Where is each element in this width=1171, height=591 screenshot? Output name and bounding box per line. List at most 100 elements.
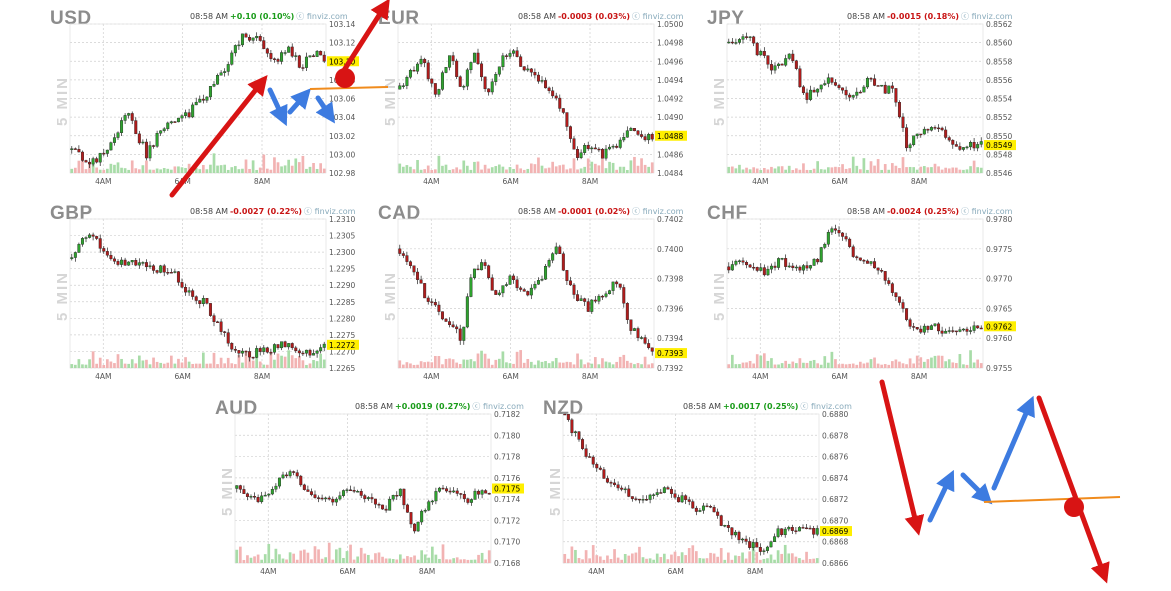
chart-panel-jpy[interactable]: JPY 08:58 AM -0.0015 (0.18%) ⓒ finviz.com 5 … xyxy=(697,0,1049,190)
candle-body xyxy=(677,497,681,503)
volume-bar xyxy=(148,364,152,368)
source-label[interactable]: finviz.com xyxy=(642,207,684,216)
source-label[interactable]: finviz.com xyxy=(306,12,348,21)
volume-bar xyxy=(940,169,944,173)
volume-bar xyxy=(773,559,776,563)
y-tick-label: 1.2295 xyxy=(329,265,355,274)
candle-body xyxy=(791,265,795,268)
volume-bar xyxy=(841,363,844,368)
chart-panel-cad[interactable]: CAD 08:58 AM -0.0001 (0.02%) ⓒ finviz.com 5 … xyxy=(368,195,720,385)
volume-bar xyxy=(533,164,537,173)
candle-body xyxy=(719,515,723,526)
volume-bar xyxy=(608,362,611,368)
candle-body xyxy=(469,277,473,297)
blue-arrow-up xyxy=(927,469,955,523)
candle-body xyxy=(816,258,820,263)
source-label[interactable]: finviz.com xyxy=(314,207,356,216)
volume-bar xyxy=(655,553,659,563)
volume-bar xyxy=(267,543,271,563)
candle-body xyxy=(290,46,294,57)
volume-bar xyxy=(141,360,145,368)
source-label[interactable]: finviz.com xyxy=(482,402,524,411)
candle-body xyxy=(694,507,698,512)
candle-body xyxy=(212,315,216,322)
source-link[interactable]: ⓒ finviz.com xyxy=(800,402,852,411)
chart-panel-aud[interactable]: AUD 08:58 AM +0.0019 (0.27%) ⓒ finviz.com 5 … xyxy=(205,390,557,580)
chart-panel-gbp[interactable]: GBP 08:58 AM -0.0027 (0.22%) ⓒ finviz.com 5 … xyxy=(40,195,392,385)
candle-body xyxy=(373,498,377,505)
source-link[interactable]: ⓒ finviz.com xyxy=(961,12,1013,21)
volume-bar xyxy=(615,169,619,173)
candle-body xyxy=(598,467,602,470)
volume-bar xyxy=(73,167,77,173)
candle-body xyxy=(405,76,409,86)
candle-body xyxy=(833,228,837,231)
candle-body xyxy=(324,497,328,500)
candle-body xyxy=(283,52,287,54)
candle-body xyxy=(144,262,148,268)
volume-bar xyxy=(487,550,491,563)
volume-bar xyxy=(848,168,852,173)
volume-bar xyxy=(212,153,216,173)
candle-body xyxy=(395,494,399,497)
source-label[interactable]: finviz.com xyxy=(971,207,1013,216)
x-tick-label: 4AM xyxy=(95,177,111,186)
volume-bar xyxy=(444,164,448,173)
source-link[interactable]: ⓒ finviz.com xyxy=(632,12,684,21)
source-label[interactable]: finviz.com xyxy=(810,402,852,411)
candle-body xyxy=(787,527,791,530)
chart-panel-nzd[interactable]: NZD 08:58 AM +0.0017 (0.25%) ⓒ finviz.com 5 … xyxy=(533,390,885,580)
y-tick-label: 0.6866 xyxy=(822,559,848,568)
volume-bar xyxy=(483,353,487,368)
y-tick-label: 0.7394 xyxy=(657,334,683,343)
volume-bar xyxy=(944,167,948,173)
volume-bar xyxy=(919,166,923,173)
candle-body xyxy=(798,266,802,271)
last-price-tag xyxy=(655,348,687,359)
volume-bar xyxy=(783,544,787,563)
chart-panel-eur[interactable]: EUR 08:58 AM -0.0003 (0.03%) ⓒ finviz.com 5 … xyxy=(368,0,720,190)
candle-body xyxy=(944,129,948,138)
source-link[interactable]: ⓒ finviz.com xyxy=(304,207,356,216)
volume-bar xyxy=(819,364,823,368)
source-link[interactable]: ⓒ finviz.com xyxy=(296,12,348,21)
candle-body xyxy=(826,231,830,245)
volume-bar xyxy=(752,167,756,173)
volume-bar xyxy=(634,552,638,563)
candle-body xyxy=(636,328,640,339)
volume-bar xyxy=(437,155,441,173)
volume-bar xyxy=(565,361,569,368)
candle-body xyxy=(730,41,734,44)
source-label[interactable]: finviz.com xyxy=(971,12,1013,21)
candle-body xyxy=(844,236,848,240)
volume-bar xyxy=(730,166,734,173)
candle-body xyxy=(448,321,452,326)
candle-body xyxy=(219,72,223,76)
candle-body xyxy=(602,469,606,479)
candle-body xyxy=(969,330,973,332)
candle-body xyxy=(759,267,763,271)
source-link[interactable]: ⓒ finviz.com xyxy=(961,207,1013,216)
candle-body xyxy=(540,80,544,82)
chart-panel-chf[interactable]: CHF 08:58 AM -0.0024 (0.25%) ⓒ finviz.com 5 … xyxy=(697,195,1049,385)
volume-bar xyxy=(127,169,131,173)
candle-body xyxy=(526,291,530,296)
candle-body xyxy=(304,349,308,354)
candle-body xyxy=(130,260,134,263)
candle-body xyxy=(933,323,937,326)
candle-body xyxy=(295,472,299,477)
volume-bar xyxy=(249,557,253,563)
volume-bar xyxy=(758,559,762,563)
volume-bar xyxy=(116,162,120,173)
source-link[interactable]: ⓒ finviz.com xyxy=(632,207,684,216)
source-label[interactable]: finviz.com xyxy=(642,12,684,21)
candle-body xyxy=(752,36,756,44)
volume-bar xyxy=(898,361,901,368)
chart-panel-usd[interactable]: USD 08:58 AM +0.10 (0.10%) ⓒ finviz.com 5 MI… xyxy=(40,0,392,190)
candle-body xyxy=(401,85,405,87)
candle-body xyxy=(823,83,827,86)
volume-bar xyxy=(972,160,976,173)
source-link[interactable]: ⓒ finviz.com xyxy=(472,402,524,411)
volume-bar xyxy=(127,363,131,368)
volume-bar xyxy=(698,558,702,563)
